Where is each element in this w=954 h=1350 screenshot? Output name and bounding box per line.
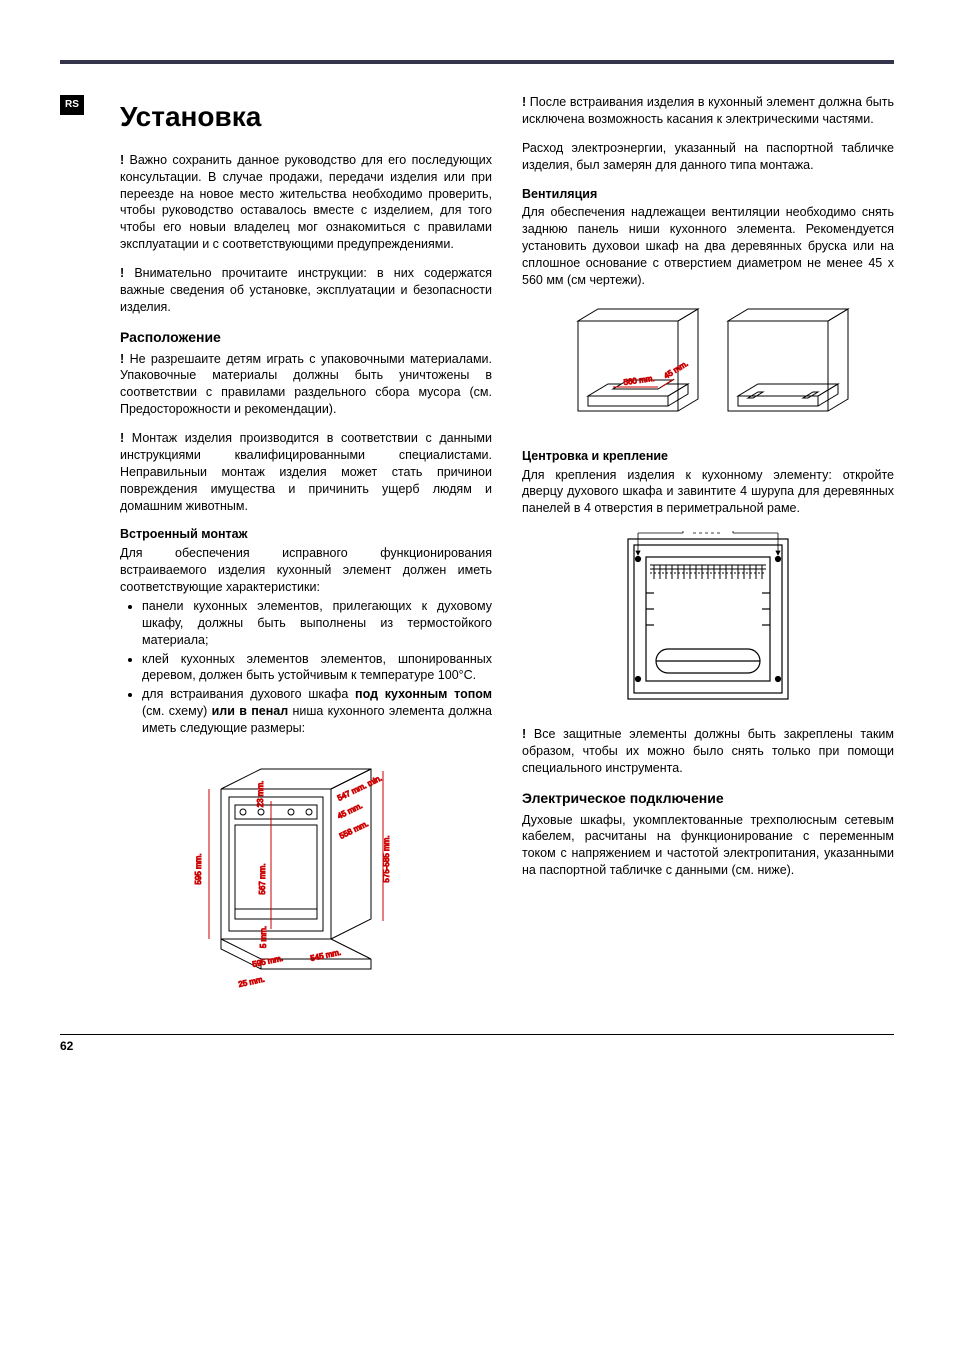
dim-label: 595 mm.: [194, 853, 203, 884]
svg-text:547 mm. min.: 547 mm. min.: [336, 773, 384, 802]
protection-para: ! Все защитные элементы должны быть закр…: [522, 726, 894, 777]
intro-para-1: ! Важно сохранить данное руководство для…: [120, 152, 492, 253]
svg-text:567 mm.: 567 mm.: [258, 863, 267, 894]
page-content: RS Установка ! Важно сохранить данное ру…: [60, 94, 894, 1014]
list-item: для встраивания духового шкафа под кухон…: [142, 686, 492, 737]
after-diagram-para-1: ! После встраивания изделия в кухонный э…: [522, 94, 894, 128]
svg-text:545 mm.: 545 mm.: [310, 948, 342, 963]
svg-text:5 mm.: 5 mm.: [259, 926, 268, 948]
builtin-list: панели кухонных элементов, прилегающих к…: [120, 598, 492, 737]
svg-text:25 mm.: 25 mm.: [238, 975, 266, 989]
ventilation-para: Для обеспечения надлежащеи вентиляции не…: [522, 204, 894, 288]
page-footer: 62: [60, 1034, 894, 1053]
svg-text:45 mm.: 45 mm.: [662, 359, 689, 381]
heading-centering: Центровка и крепление: [522, 448, 894, 465]
heading-ventilation: Вентиляция: [522, 186, 894, 203]
list-item: панели кухонных элементов, прилегающих к…: [142, 598, 492, 649]
intro-para-2: ! Внимательно прочитаите инструкции: в н…: [120, 265, 492, 316]
svg-text:575-585 mm.: 575-585 mm.: [382, 835, 391, 882]
diagram-ventilation: 560 mm. 45 mm.: [522, 301, 894, 436]
electrical-para: Духовые шкафы, укомплектованные трехполю…: [522, 812, 894, 880]
language-badge: RS: [60, 95, 84, 115]
two-column-body: Установка ! Важно сохранить данное руков…: [120, 94, 894, 1014]
heading-location: Расположение: [120, 328, 492, 347]
left-gutter: RS: [60, 94, 90, 1014]
list-item: клей кухонных элементов элементов, шпони…: [142, 651, 492, 685]
svg-text:45 mm.: 45 mm.: [336, 801, 364, 821]
diagram-oven-front: [522, 529, 894, 714]
heading-builtin: Встроенный монтаж: [120, 526, 492, 543]
page-number: 62: [60, 1039, 73, 1053]
location-para-1: ! Не разрешаите детям играть с упаковочн…: [120, 351, 492, 419]
builtin-intro: Для обеспечения исправного функционирова…: [120, 545, 492, 596]
location-para-2: ! Монтаж изделия производится в соответс…: [120, 430, 492, 514]
diagram-oven-dimensions: 595 mm. 23 mm. 567 mm. 5 mm. 595 mm. 545…: [120, 749, 492, 1014]
svg-text:558 mm.: 558 mm.: [338, 819, 370, 841]
page-title: Установка: [120, 98, 492, 136]
heading-electrical: Электрическое подключение: [522, 789, 894, 808]
top-rule: [60, 60, 894, 64]
svg-text:595 mm.: 595 mm.: [252, 954, 284, 969]
svg-text:23 mm.: 23 mm.: [256, 781, 265, 808]
centering-para: Для крепления изделия к кухонному элемен…: [522, 467, 894, 518]
after-diagram-para-2: Расход электроэнергии, указанный на пасп…: [522, 140, 894, 174]
